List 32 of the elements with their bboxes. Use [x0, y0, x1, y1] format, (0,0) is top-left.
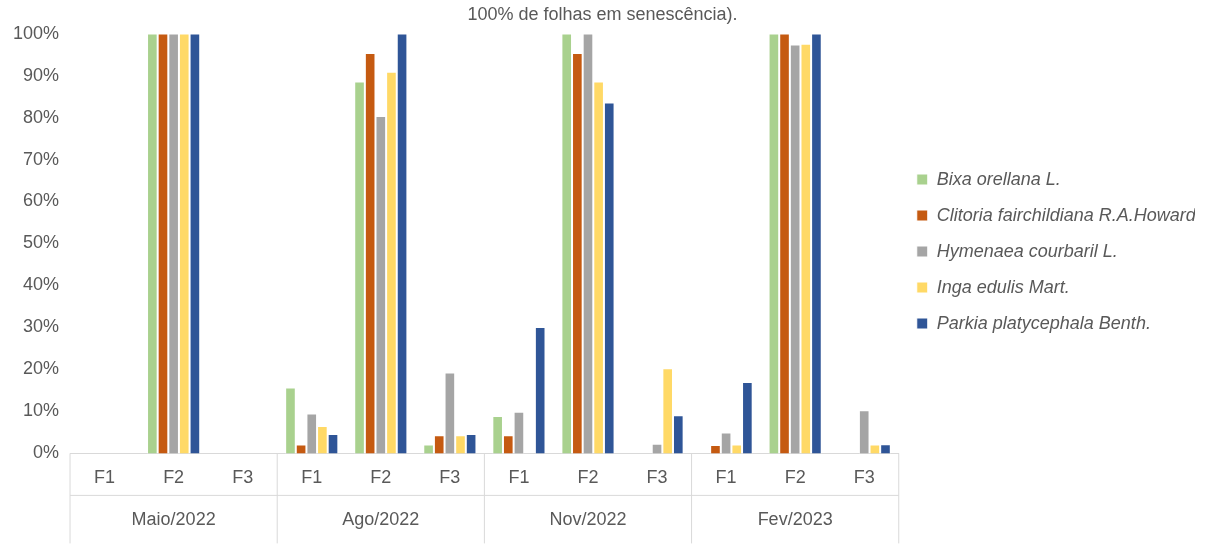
x-tick-label: F2 — [163, 467, 185, 488]
x-tick-label: F3 — [646, 467, 668, 488]
x-tick-label: F1 — [508, 467, 530, 488]
text: Nov/2022 — [549, 509, 627, 530]
text: Maio/2022 — [131, 509, 216, 530]
x-tick-label: F2 — [577, 467, 599, 488]
y-tick-label: 10% — [23, 400, 60, 421]
x-tick-label: F1 — [94, 467, 116, 488]
y-tick-label: 20% — [23, 358, 60, 379]
chart-title: 100% de folhas em senescência). — [467, 3, 738, 24]
x-tick-label: F1 — [715, 467, 737, 488]
y-tick-label: 100% — [12, 22, 60, 43]
y-tick-label: 30% — [23, 316, 60, 337]
legend-label: Inga edulis Mart. — [936, 276, 1070, 297]
y-tick-label: 70% — [23, 148, 60, 169]
x-tick-label: F3 — [853, 467, 875, 488]
y-tick-label: 60% — [23, 190, 60, 211]
y-tick-label: 80% — [23, 106, 60, 127]
y-tick-label: 0% — [33, 442, 60, 463]
text: Ago/2022 — [342, 509, 420, 530]
legend-label: Bixa orellana L. — [936, 168, 1061, 189]
x-tick-label: F2 — [370, 467, 392, 488]
y-tick-label: 50% — [23, 232, 60, 253]
x-tick-label: F3 — [232, 467, 254, 488]
y-tick-label: 40% — [23, 274, 60, 295]
y-tick-label: 90% — [23, 64, 60, 85]
x-tick-label: F2 — [784, 467, 806, 488]
legend-label: Parkia platycephala Benth. — [936, 312, 1151, 333]
legend-label: Hymenaea courbaril L. — [936, 240, 1118, 261]
x-tick-label: F1 — [301, 467, 323, 488]
x-tick-label: F3 — [439, 467, 461, 488]
text: Fev/2023 — [757, 509, 833, 530]
